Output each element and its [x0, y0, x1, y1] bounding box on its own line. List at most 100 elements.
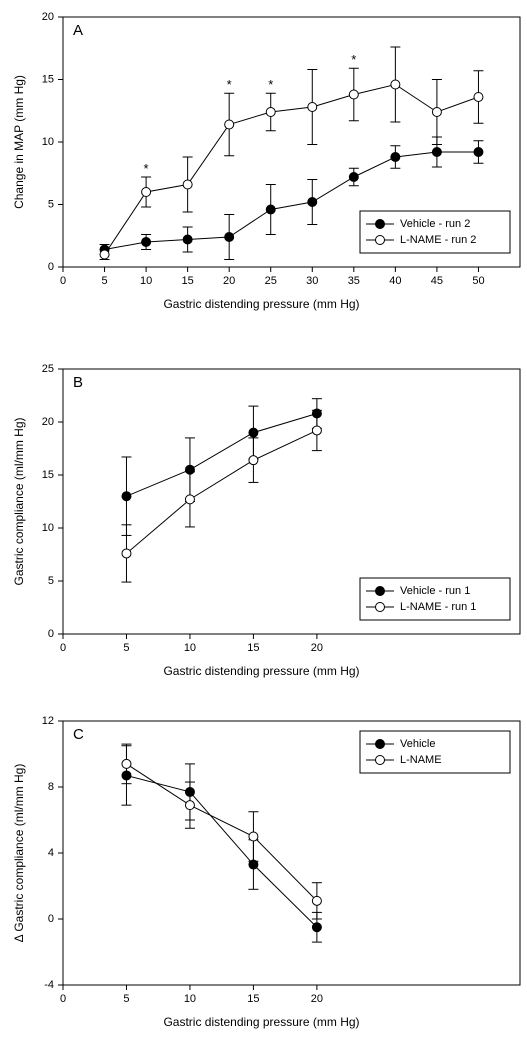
data-point: [265, 204, 276, 215]
data-point: [307, 197, 318, 207]
legend-marker: [375, 755, 385, 765]
annotation: *: [268, 77, 273, 92]
legend-label: L-NAME - run 2: [400, 234, 476, 246]
x-tick-label: 20: [223, 275, 235, 287]
y-tick-label: 20: [42, 416, 54, 428]
x-tick-label: 15: [247, 642, 259, 654]
x-tick-label: 20: [311, 993, 323, 1005]
x-axis-label: Gastric distending pressure (mm Hg): [163, 297, 359, 311]
y-tick-label: 10: [42, 522, 54, 534]
y-tick-label: 25: [42, 363, 54, 375]
x-tick-label: 5: [101, 275, 107, 287]
x-axis-label: Gastric distending pressure (mm Hg): [163, 1015, 359, 1029]
legend-box: [359, 730, 511, 774]
annotation: *: [144, 161, 149, 176]
x-tick-label: 10: [140, 275, 152, 287]
legend-label: Vehicle - run 1: [400, 585, 470, 597]
data-point: [248, 455, 259, 466]
x-tick-label: 30: [306, 275, 318, 287]
y-tick-label: -4: [44, 979, 54, 991]
y-tick-label: 15: [42, 73, 54, 85]
legend: Vehicle - run 1 L-NAME - run 1: [359, 577, 511, 621]
y-tick-label: 4: [48, 847, 54, 859]
y-tick-label: 0: [48, 913, 54, 925]
data-point: [121, 548, 132, 559]
data-point: [473, 92, 484, 102]
y-tick-label: 5: [48, 198, 54, 210]
legend-box: [359, 210, 511, 254]
data-point: [99, 249, 110, 260]
data-point: [224, 232, 235, 242]
x-tick-label: 40: [389, 275, 401, 287]
x-tick-label: 5: [123, 642, 129, 654]
data-point: [224, 119, 235, 130]
data-point: [184, 494, 195, 505]
data-point: [311, 895, 322, 906]
x-tick-label: 10: [184, 642, 196, 654]
data-point: [141, 187, 152, 197]
data-point: [182, 179, 193, 190]
series-line: [104, 83, 479, 255]
legend-marker: [375, 739, 385, 749]
legend-label: L-NAME - run 1: [400, 601, 476, 613]
x-tick-label: 15: [247, 993, 259, 1005]
series-line: [126, 774, 318, 928]
annotation: *: [351, 52, 356, 67]
x-tick-label: 0: [60, 275, 66, 287]
y-tick-label: 0: [48, 261, 54, 273]
x-tick-label: 35: [348, 275, 360, 287]
x-tick-label: 50: [472, 275, 484, 287]
series-line: [104, 151, 479, 250]
y-axis-label: Δ Gastric compliance (ml/mm Hg): [12, 764, 26, 943]
panel-label: A: [73, 22, 83, 39]
y-axis-label: Change in MAP (mm Hg): [12, 75, 26, 209]
x-tick-label: 45: [431, 275, 443, 287]
x-tick-label: 0: [60, 993, 66, 1005]
legend-marker: [375, 602, 385, 612]
series-line: [126, 763, 318, 902]
x-tick-label: 25: [265, 275, 277, 287]
y-tick-label: 5: [48, 575, 54, 587]
y-tick-label: 20: [42, 11, 54, 23]
x-tick-label: 15: [182, 275, 194, 287]
x-axis-label: Gastric distending pressure (mm Hg): [163, 664, 359, 678]
y-tick-label: 10: [42, 136, 54, 148]
x-tick-label: 20: [311, 642, 323, 654]
legend-marker: [375, 586, 385, 596]
y-tick-label: 15: [42, 469, 54, 481]
y-tick-label: 0: [48, 628, 54, 640]
data-point: [348, 172, 359, 182]
data-point: [431, 107, 442, 117]
data-point: [121, 758, 132, 769]
data-point: [473, 147, 484, 157]
legend-label: Vehicle - run 2: [400, 218, 470, 230]
x-tick-label: 0: [60, 642, 66, 654]
data-point: [265, 107, 276, 117]
data-point: [182, 234, 193, 245]
data-point: [307, 102, 318, 112]
legend: Vehicle L-NAME: [359, 730, 511, 774]
data-point: [390, 79, 401, 90]
y-tick-label: 12: [42, 715, 54, 727]
annotation: *: [227, 77, 232, 92]
panel-label: B: [73, 374, 83, 391]
y-axis-label: Gastric compliance (ml/mm Hg): [12, 417, 26, 585]
data-point: [248, 427, 259, 438]
data-point: [390, 152, 401, 162]
series-line: [126, 430, 318, 554]
data-point: [141, 237, 152, 247]
plot-frame: [62, 368, 521, 635]
legend-marker: [375, 219, 385, 229]
x-tick-label: 5: [123, 993, 129, 1005]
data-point: [348, 89, 359, 100]
data-point: [311, 425, 322, 436]
legend-label: L-NAME: [400, 754, 442, 766]
data-point: [248, 831, 259, 842]
panel-label: C: [73, 726, 84, 743]
data-point: [121, 491, 132, 502]
x-tick-label: 10: [184, 993, 196, 1005]
legend-label: Vehicle: [400, 738, 435, 750]
legend-box: [359, 577, 511, 621]
legend-marker: [375, 235, 385, 245]
